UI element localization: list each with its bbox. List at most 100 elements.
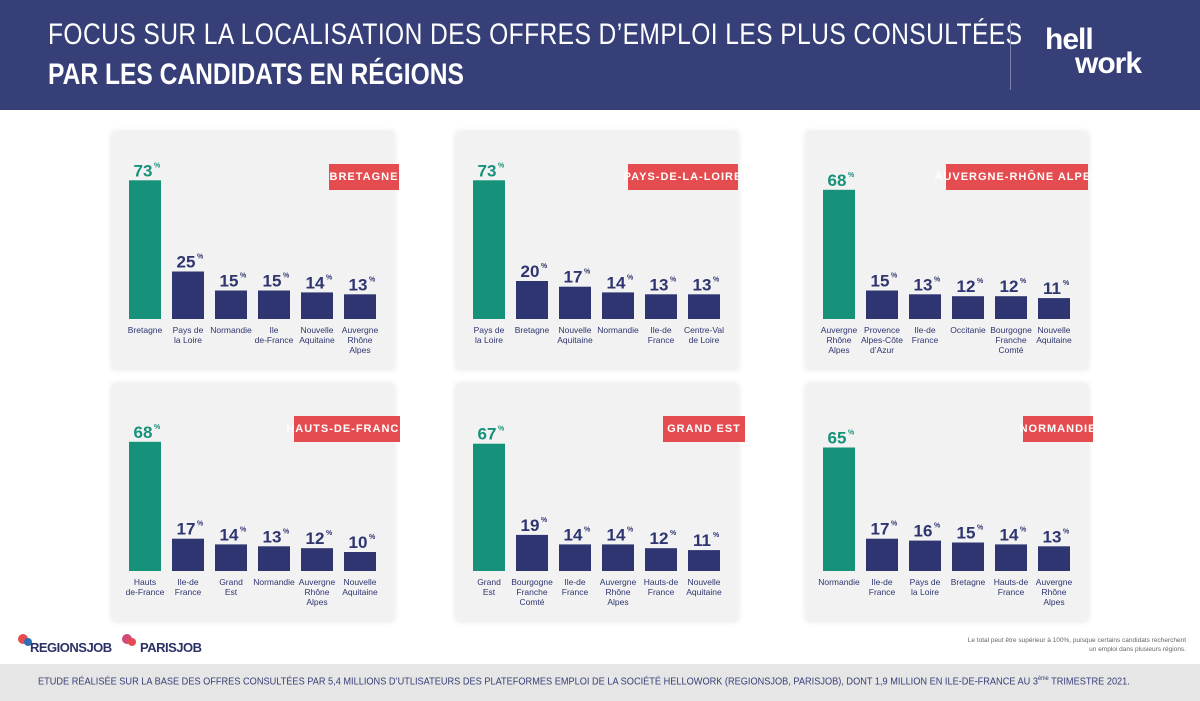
value-label: 17 bbox=[564, 268, 583, 287]
unit-label: % bbox=[154, 162, 161, 169]
category-label: Comté bbox=[998, 345, 1023, 355]
category-label: Grand bbox=[219, 577, 243, 587]
category-label: Auvergne bbox=[821, 325, 858, 335]
unit-label: % bbox=[848, 430, 855, 437]
value-label: 14 bbox=[220, 525, 239, 544]
category-label: de Loire bbox=[689, 335, 720, 345]
unit-label: % bbox=[934, 523, 941, 530]
bar bbox=[1038, 546, 1070, 571]
unit-label: % bbox=[498, 426, 505, 433]
unit-label: % bbox=[240, 526, 247, 533]
regionsjob-logo[interactable]: REGIONSJOB bbox=[30, 640, 112, 655]
value-label: 13 bbox=[914, 275, 933, 294]
page-title-line1: FOCUS SUR LA LOCALISATION DES OFFRES D’E… bbox=[48, 18, 1023, 51]
bar bbox=[129, 441, 161, 571]
bar bbox=[688, 550, 720, 571]
category-label: Est bbox=[225, 587, 238, 597]
bar bbox=[172, 538, 204, 571]
category-label: la Loire bbox=[174, 335, 202, 345]
category-label: Bourgogne bbox=[990, 325, 1032, 335]
category-label: France bbox=[869, 587, 896, 597]
category-label: Alpes bbox=[607, 597, 628, 607]
bar bbox=[473, 443, 505, 571]
category-label: d’Azur bbox=[870, 345, 894, 355]
chart-panel-4: HAUTS-DE-FRANCE 68% Hauts de-France 17% Ile-d… bbox=[112, 384, 407, 621]
unit-label: % bbox=[584, 269, 591, 276]
category-label: Rhône bbox=[1041, 587, 1066, 597]
category-label: Nouvelle bbox=[558, 325, 591, 335]
bar bbox=[344, 294, 376, 319]
category-label: Franche bbox=[516, 587, 547, 597]
bar bbox=[995, 296, 1027, 319]
category-label: Grand bbox=[477, 577, 501, 587]
unit-label: % bbox=[197, 521, 204, 528]
category-label: Ile-de bbox=[564, 577, 586, 587]
unit-label: % bbox=[627, 526, 634, 533]
value-label: 17 bbox=[871, 520, 890, 539]
region-badge: BRETAGNE bbox=[329, 164, 399, 190]
category-label: Auvergne bbox=[299, 577, 336, 587]
category-label: Rhône bbox=[347, 335, 372, 345]
category-label: France bbox=[648, 587, 675, 597]
value-label: 12 bbox=[957, 277, 976, 296]
category-label: France bbox=[648, 335, 675, 345]
bar bbox=[172, 271, 204, 319]
study-text-end: TRIMESTRE 2021. bbox=[1048, 676, 1130, 688]
unit-label: % bbox=[197, 254, 204, 261]
unit-label: % bbox=[154, 424, 161, 431]
unit-label: % bbox=[498, 162, 505, 169]
unit-label: % bbox=[713, 532, 720, 539]
category-label: Auvergne bbox=[1036, 577, 1073, 587]
bar bbox=[301, 548, 333, 571]
value-label: 19 bbox=[521, 516, 540, 535]
bar bbox=[952, 542, 984, 571]
unit-label: % bbox=[326, 530, 333, 537]
parisjob-logo[interactable]: PARISJOB bbox=[140, 640, 202, 655]
bar bbox=[645, 548, 677, 571]
category-label: Ile-de bbox=[914, 325, 936, 335]
bar bbox=[258, 290, 290, 319]
bar bbox=[215, 290, 247, 319]
value-label: 10 bbox=[349, 533, 368, 552]
value-label: 13 bbox=[349, 275, 368, 294]
hellowork-logo[interactable]: hell work bbox=[1045, 25, 1142, 79]
category-label: Ile-de bbox=[871, 577, 893, 587]
value-label: 13 bbox=[650, 275, 669, 294]
value-label: 20 bbox=[521, 262, 540, 281]
bar bbox=[344, 552, 376, 571]
value-label: 16 bbox=[914, 522, 933, 541]
bar bbox=[909, 540, 941, 571]
region-badge: GRAND EST bbox=[663, 416, 745, 442]
unit-label: % bbox=[541, 517, 548, 524]
category-label: Auvergne bbox=[342, 325, 379, 335]
bar bbox=[215, 544, 247, 571]
unit-label: % bbox=[369, 276, 376, 283]
unit-label: % bbox=[326, 274, 333, 281]
category-label: Normandie bbox=[210, 325, 252, 335]
category-label: Ile-de bbox=[650, 325, 672, 335]
footer-bar bbox=[0, 664, 1200, 701]
parisjob-logo-dot-icon bbox=[122, 634, 132, 644]
category-label: Est bbox=[483, 587, 496, 597]
bar bbox=[645, 294, 677, 319]
chart-panel-1: BRETAGNE 73% Bretagne 25% Pays de la Loire 15%… bbox=[112, 132, 399, 369]
value-label: 68 bbox=[134, 423, 153, 442]
unit-label: % bbox=[1063, 280, 1070, 287]
unit-label: % bbox=[1063, 528, 1070, 535]
category-label: France bbox=[175, 587, 202, 597]
value-label: 15 bbox=[263, 272, 282, 291]
bar bbox=[688, 294, 720, 319]
value-label: 65 bbox=[828, 429, 847, 448]
category-label: Ile-de bbox=[177, 577, 199, 587]
unit-label: % bbox=[891, 273, 898, 280]
value-label: 12 bbox=[650, 529, 669, 548]
value-label: 11 bbox=[1043, 279, 1061, 298]
value-label: 13 bbox=[1043, 527, 1062, 546]
value-label: 14 bbox=[564, 525, 583, 544]
bar bbox=[995, 544, 1027, 571]
